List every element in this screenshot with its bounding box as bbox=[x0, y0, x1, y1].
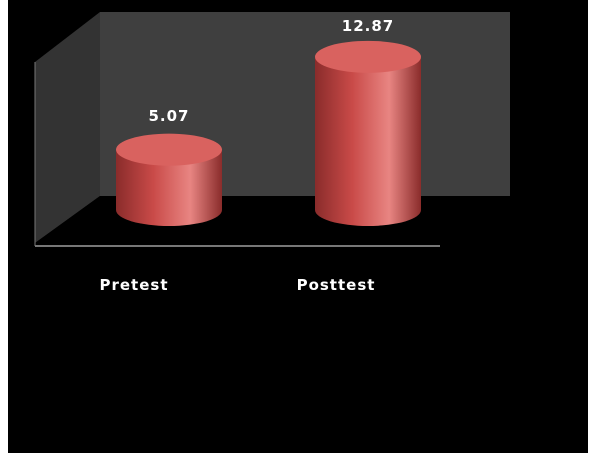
chart-side-wall bbox=[35, 12, 100, 243]
cylinder-bar-chart: 5.07 12.87 Pretest Posttest bbox=[34, 12, 510, 294]
bars-layer bbox=[116, 40, 421, 226]
bar-body-pretest bbox=[116, 149, 222, 226]
chart-floor bbox=[35, 196, 510, 243]
category-label-posttest: Posttest bbox=[297, 276, 376, 294]
value-label-posttest: 12.87 bbox=[342, 17, 394, 35]
chart-frame: 5.07 12.87 Pretest Posttest bbox=[8, 0, 588, 453]
value-label-pretest: 5.07 bbox=[148, 107, 189, 125]
bar-body-posttest bbox=[315, 56, 421, 226]
bar-top-posttest bbox=[315, 40, 421, 73]
category-label-pretest: Pretest bbox=[99, 276, 168, 294]
bar-pretest bbox=[116, 133, 222, 226]
bar-top-pretest bbox=[116, 133, 222, 166]
bar-posttest bbox=[315, 40, 421, 226]
